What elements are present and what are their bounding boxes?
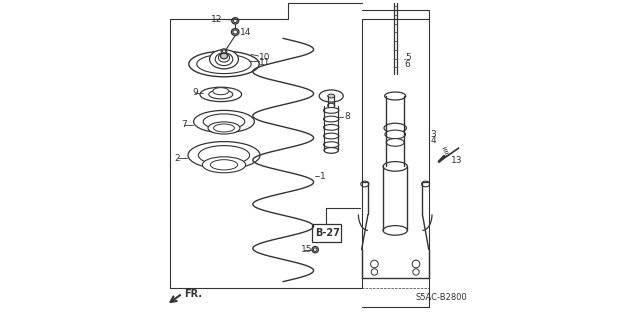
Text: 10: 10 bbox=[259, 53, 271, 62]
Ellipse shape bbox=[328, 94, 335, 98]
Text: 2: 2 bbox=[174, 154, 180, 163]
Ellipse shape bbox=[324, 124, 339, 130]
Text: 14: 14 bbox=[240, 28, 252, 36]
Text: 15: 15 bbox=[301, 245, 312, 254]
Ellipse shape bbox=[208, 122, 240, 134]
Ellipse shape bbox=[385, 92, 406, 100]
Circle shape bbox=[413, 269, 419, 275]
Ellipse shape bbox=[200, 87, 242, 101]
Ellipse shape bbox=[324, 148, 339, 153]
Ellipse shape bbox=[319, 90, 343, 102]
Circle shape bbox=[371, 260, 378, 268]
Ellipse shape bbox=[383, 226, 408, 235]
Text: 4: 4 bbox=[430, 136, 436, 145]
Ellipse shape bbox=[221, 49, 227, 53]
Ellipse shape bbox=[223, 50, 226, 52]
Ellipse shape bbox=[312, 246, 319, 253]
Text: 8: 8 bbox=[344, 112, 349, 121]
Ellipse shape bbox=[232, 28, 239, 36]
Text: 6: 6 bbox=[405, 60, 410, 68]
Text: FR.: FR. bbox=[184, 289, 202, 300]
Ellipse shape bbox=[328, 103, 335, 108]
Ellipse shape bbox=[385, 130, 406, 139]
Ellipse shape bbox=[324, 133, 339, 139]
Ellipse shape bbox=[384, 123, 406, 133]
Circle shape bbox=[371, 269, 378, 275]
Ellipse shape bbox=[324, 142, 339, 148]
Ellipse shape bbox=[361, 181, 369, 187]
Ellipse shape bbox=[209, 90, 233, 99]
Text: S5AC-B2800: S5AC-B2800 bbox=[416, 293, 468, 302]
Text: 12: 12 bbox=[211, 15, 223, 24]
Ellipse shape bbox=[212, 88, 229, 95]
Ellipse shape bbox=[324, 108, 339, 113]
Ellipse shape bbox=[215, 53, 233, 66]
Text: 13: 13 bbox=[451, 156, 463, 165]
Bar bbox=[312, 224, 341, 242]
Text: 11: 11 bbox=[259, 58, 271, 67]
Ellipse shape bbox=[220, 53, 228, 59]
Ellipse shape bbox=[324, 116, 339, 122]
Circle shape bbox=[412, 260, 420, 268]
Ellipse shape bbox=[211, 160, 237, 170]
Ellipse shape bbox=[234, 19, 237, 22]
Ellipse shape bbox=[193, 110, 255, 133]
Ellipse shape bbox=[233, 30, 237, 34]
Ellipse shape bbox=[383, 162, 408, 171]
Ellipse shape bbox=[387, 139, 404, 146]
Ellipse shape bbox=[210, 50, 239, 69]
Ellipse shape bbox=[314, 248, 317, 252]
Ellipse shape bbox=[422, 181, 429, 187]
Ellipse shape bbox=[204, 114, 245, 129]
Ellipse shape bbox=[214, 124, 234, 132]
Ellipse shape bbox=[197, 54, 251, 74]
Text: 1: 1 bbox=[320, 172, 326, 180]
Text: 3: 3 bbox=[430, 130, 436, 139]
Ellipse shape bbox=[232, 18, 239, 24]
Text: 7: 7 bbox=[181, 120, 186, 129]
Ellipse shape bbox=[218, 53, 230, 62]
Text: 9: 9 bbox=[192, 88, 198, 97]
Text: 5: 5 bbox=[405, 53, 410, 62]
Ellipse shape bbox=[188, 141, 260, 169]
Ellipse shape bbox=[198, 146, 250, 165]
Ellipse shape bbox=[189, 51, 259, 77]
Text: B-27: B-27 bbox=[315, 228, 340, 238]
Ellipse shape bbox=[202, 157, 246, 173]
